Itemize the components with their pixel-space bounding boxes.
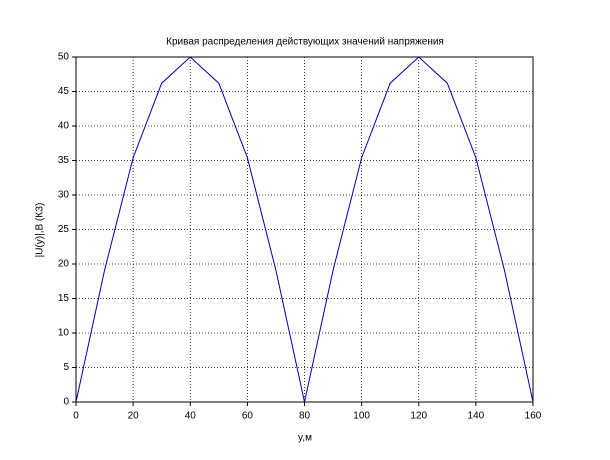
chart-title: Кривая распределения действующих значени… bbox=[166, 37, 444, 48]
y-tick-label: 50 bbox=[58, 52, 70, 63]
x-tick-label: 140 bbox=[468, 411, 485, 422]
y-tick-label: 15 bbox=[58, 293, 70, 304]
y-tick-label: 40 bbox=[58, 121, 70, 132]
x-tick-label: 40 bbox=[185, 411, 197, 422]
y-tick-label: 25 bbox=[58, 224, 70, 235]
y-tick-label: 20 bbox=[58, 259, 70, 270]
x-tick-label: 160 bbox=[525, 411, 542, 422]
x-tick-label: 120 bbox=[410, 411, 427, 422]
x-tick-label: 80 bbox=[299, 411, 311, 422]
y-tick-label: 45 bbox=[58, 86, 70, 97]
y-tick-label: 35 bbox=[58, 155, 70, 166]
y-axis-label: |U(y)|,B (КЗ) bbox=[35, 203, 46, 258]
x-tick-label: 60 bbox=[242, 411, 254, 422]
y-tick-label: 0 bbox=[63, 397, 69, 408]
y-tick-label: 10 bbox=[58, 328, 70, 339]
data-line bbox=[75, 56, 534, 403]
x-tick-label: 0 bbox=[73, 411, 79, 422]
x-tick-label: 20 bbox=[128, 411, 140, 422]
y-tick-label: 30 bbox=[58, 190, 70, 201]
y-tick-label: 5 bbox=[63, 362, 69, 373]
x-axis-label: y,м bbox=[298, 433, 312, 444]
x-tick-label: 100 bbox=[353, 411, 370, 422]
